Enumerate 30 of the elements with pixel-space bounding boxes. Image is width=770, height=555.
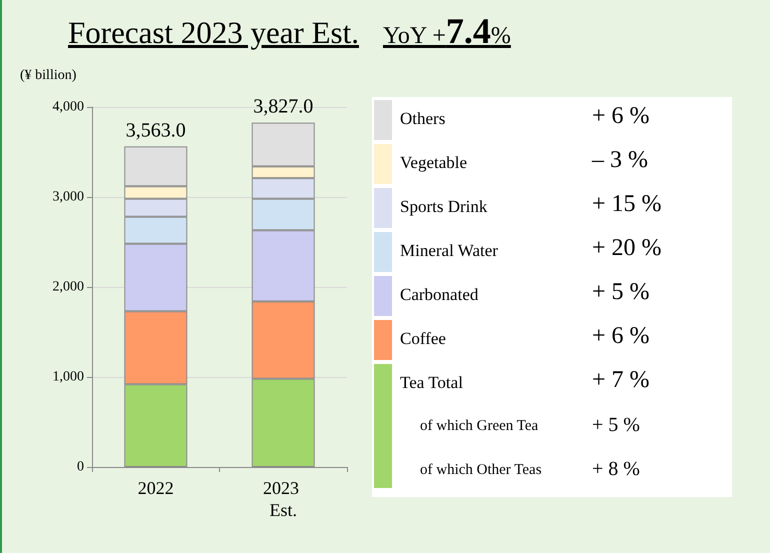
total-label: 3,827.0 (253, 96, 314, 118)
legend-label: Coffee (400, 329, 446, 349)
chart-title: Forecast 2023 year Est. (68, 15, 359, 50)
legend-label: Carbonated (400, 285, 478, 305)
text: + 20 % (592, 235, 663, 262)
legend-label: Others (400, 109, 446, 129)
legend-label: Vegetable (400, 153, 468, 173)
y-axis-title: (¥ billion) (20, 68, 76, 84)
text: YoY +7.4% (382, 11, 511, 51)
text: + 5 % (592, 414, 641, 437)
text: + 7 % (592, 367, 651, 394)
y-tick-label: 0 (77, 460, 84, 474)
x-tick-label: 2023 Est. (263, 478, 304, 520)
text: + 8 % (592, 458, 641, 481)
text: + 6 % (592, 103, 651, 130)
y-tick-label: 3,000 (52, 190, 84, 204)
legend-label: Sports Drink (400, 197, 488, 217)
y-tick-label: 4,000 (52, 100, 84, 114)
total-label: 3,563.0 (126, 119, 186, 142)
text: + 5 % (592, 279, 651, 306)
text: of which Green Tea (420, 418, 538, 435)
y-tick-label: 2,000 (52, 280, 84, 294)
y-tick-label: 1,000 (52, 370, 84, 384)
legend-label: Tea Total (400, 373, 463, 393)
text: of which Other Teas (420, 462, 542, 479)
text: + 15 % (592, 191, 663, 218)
x-tick-label: 2022 (138, 478, 174, 498)
legend-label: Mineral Water (400, 241, 498, 261)
text: – 3 % (592, 147, 649, 174)
text: + 6 % (592, 323, 651, 350)
